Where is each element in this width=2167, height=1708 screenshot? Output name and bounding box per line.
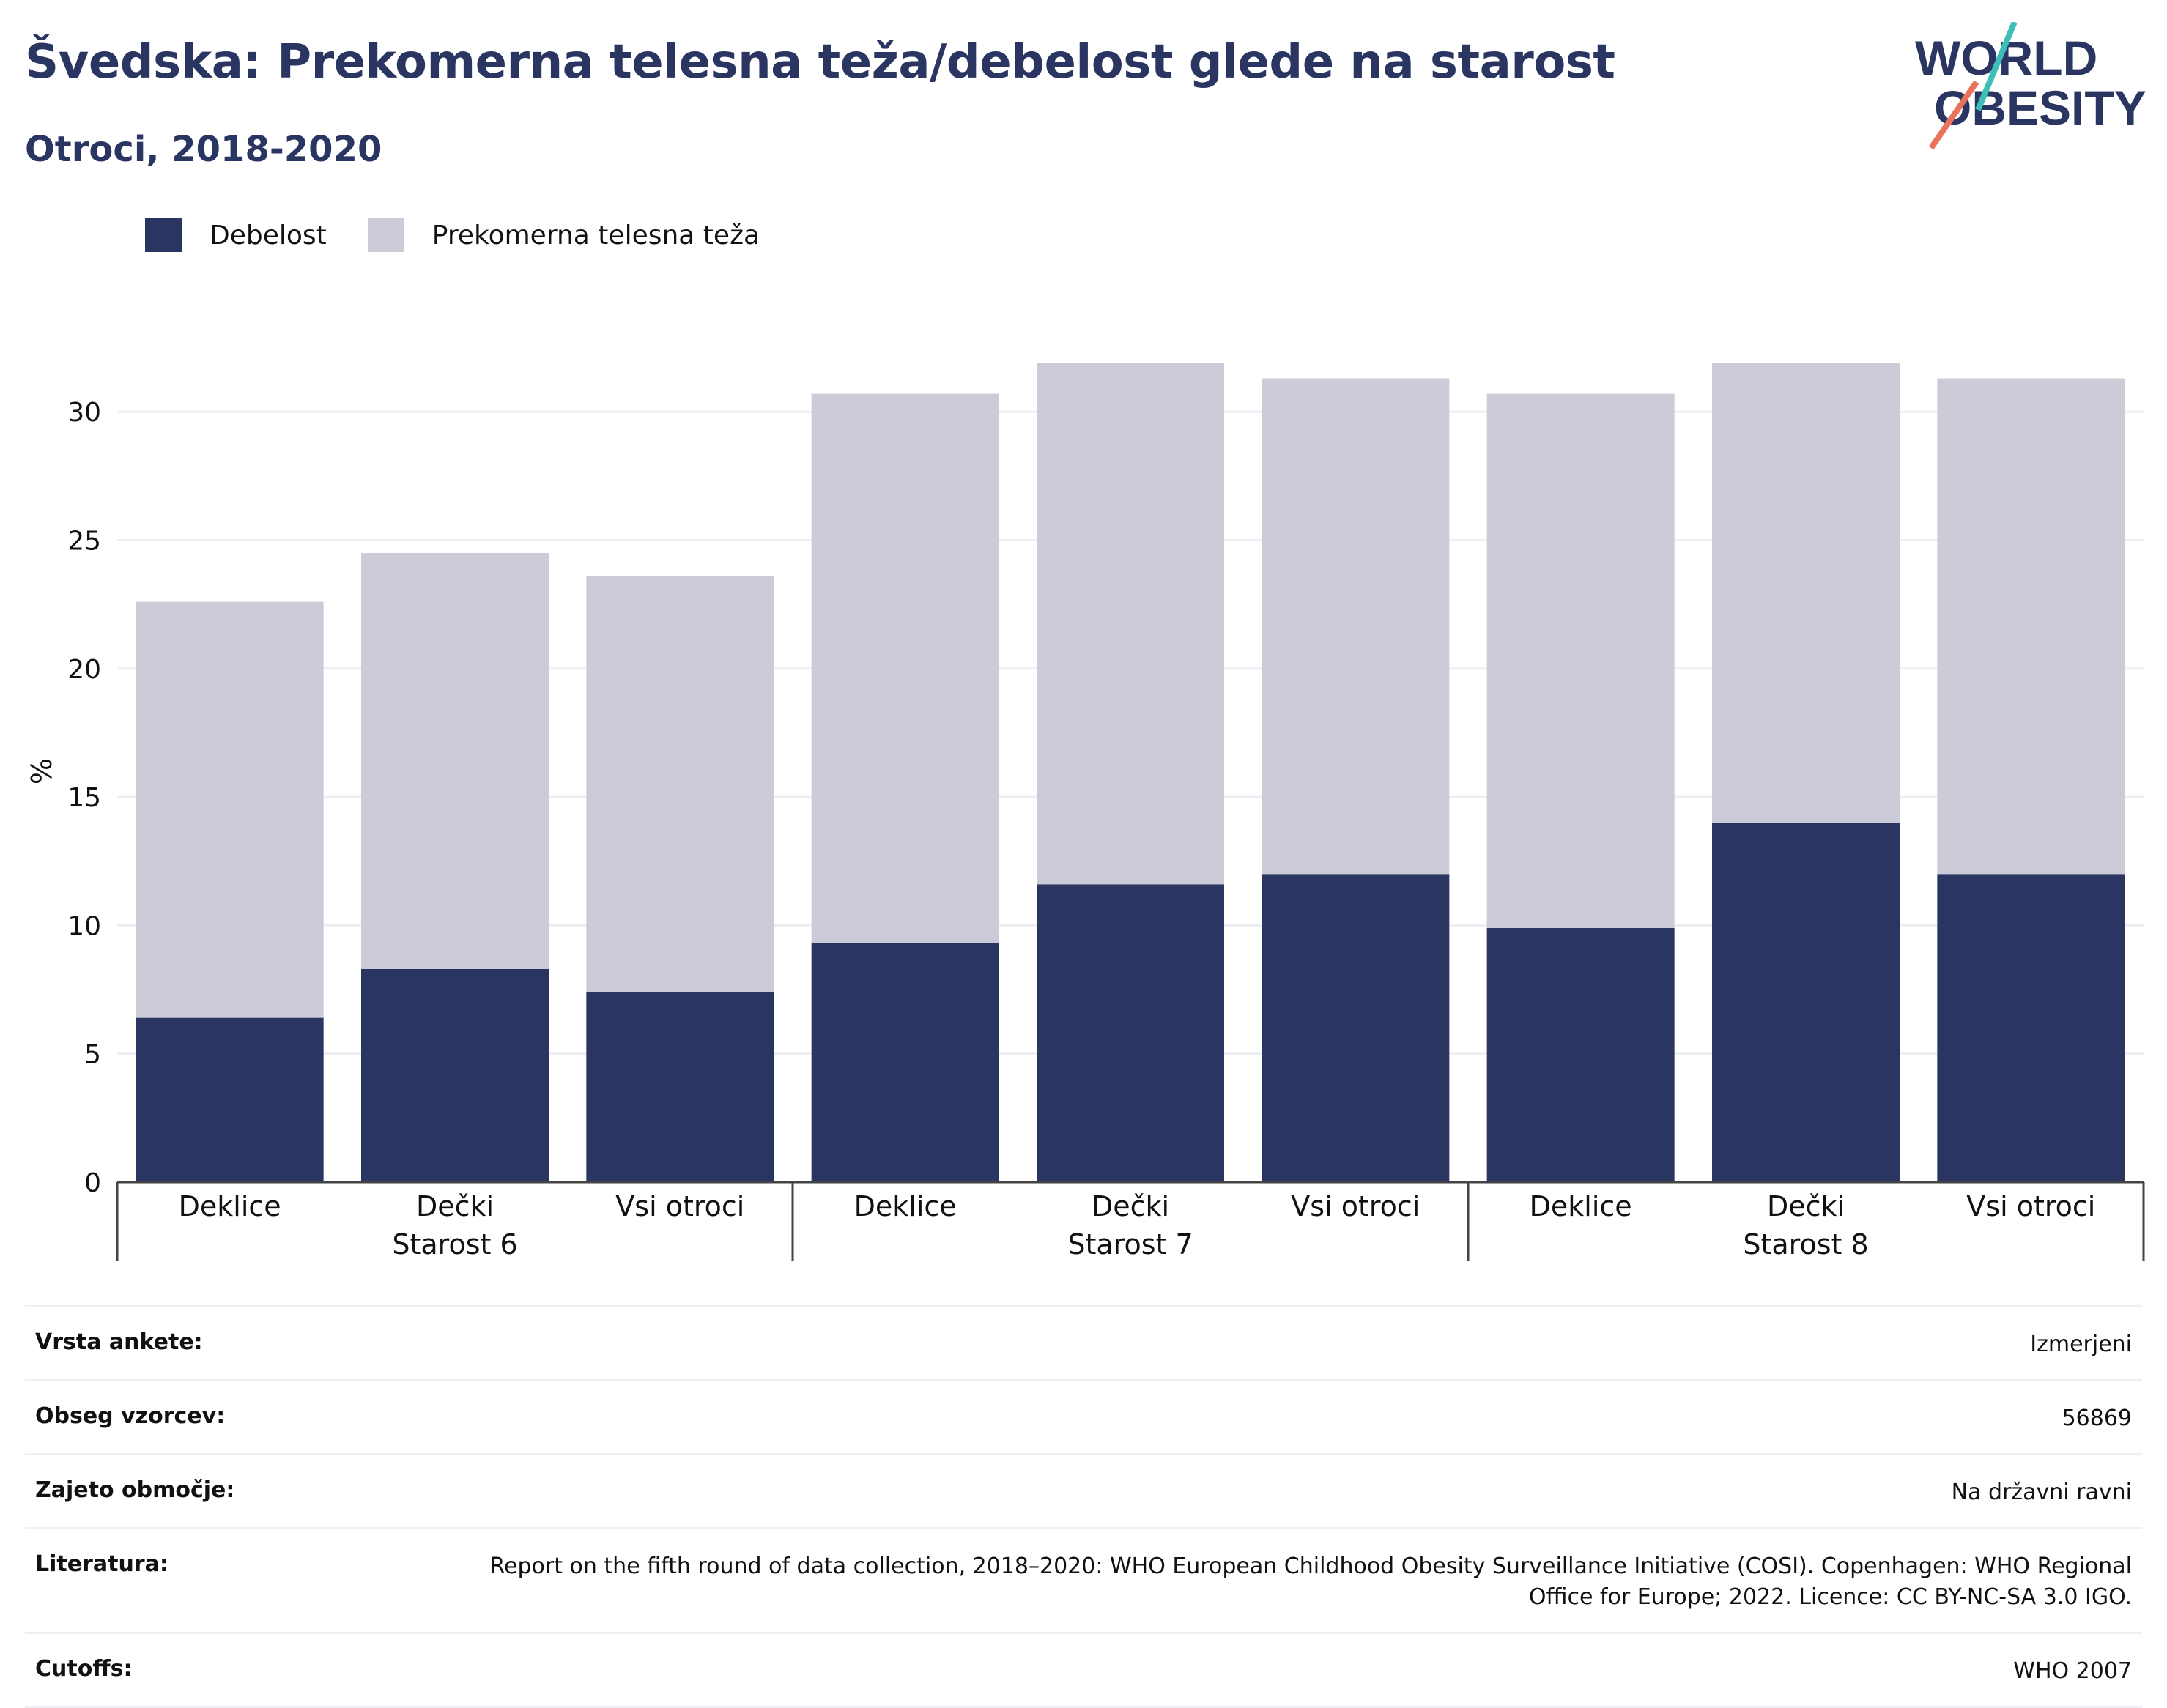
- x-group-label: Starost 8: [1743, 1228, 1868, 1260]
- bar-obesity: [361, 968, 549, 1182]
- info-row-reference: Literatura: Report on the fifth round of…: [25, 1527, 2142, 1632]
- stacked-bar-chart: 0 5 10 15 20 25 30% Deklice Dečki Vsi otroci Dekli…: [26, 363, 2145, 1261]
- y-tick-label: 25: [67, 526, 101, 556]
- bar-obesity: [811, 943, 999, 1182]
- y-tick-label: 15: [67, 783, 101, 813]
- x-category-label: Deklice: [854, 1190, 957, 1222]
- info-row-coverage: Zajeto območje: Na državni ravni: [25, 1453, 2142, 1527]
- chart-subtitle: Otroci, 2018-2020: [25, 129, 382, 170]
- info-key: Vrsta ankete:: [35, 1329, 203, 1355]
- x-category-label: Dečki: [1092, 1190, 1169, 1222]
- info-value: Na državni ravni: [1951, 1479, 2132, 1505]
- x-category-label: Deklice: [179, 1190, 281, 1222]
- bar-overweight: [136, 601, 324, 1018]
- bar-obesity: [1486, 927, 1675, 1182]
- bar-overweight: [811, 393, 999, 943]
- y-tick-label: 5: [84, 1040, 101, 1070]
- legend-swatch-obesity: [145, 218, 182, 252]
- info-row-survey-type: Vrsta ankete: Izmerjeni: [25, 1305, 2142, 1379]
- info-row-cutoffs: Cutoffs: WHO 2007: [25, 1632, 2142, 1708]
- bar-overweight: [361, 552, 549, 969]
- bar-obesity: [586, 992, 774, 1182]
- y-tick-label: 20: [67, 655, 101, 685]
- info-value: 56869: [2062, 1406, 2132, 1431]
- bar-overweight: [1037, 363, 1224, 885]
- y-tick-label: 0: [84, 1168, 101, 1198]
- bar-overweight: [586, 576, 774, 992]
- x-group-label: Starost 7: [1067, 1228, 1193, 1260]
- info-key: Obseg vzorcev:: [35, 1403, 226, 1429]
- info-key: Literatura:: [35, 1551, 168, 1577]
- y-tick-label: 30: [67, 398, 101, 428]
- x-category-label: Deklice: [1530, 1190, 1632, 1222]
- info-row-sample-size: Obseg vzorcev: 56869: [25, 1379, 2142, 1453]
- bar-obesity: [136, 1017, 324, 1182]
- legend-swatch-overweight: [367, 218, 404, 252]
- bar-obesity: [1712, 823, 1900, 1182]
- legend-item-overweight[interactable]: Prekomerna telesna teža: [367, 218, 760, 252]
- x-category-label: Vsi otroci: [1291, 1190, 1420, 1222]
- bar-overweight: [1937, 378, 2125, 875]
- info-table: Vrsta ankete: Izmerjeni Obseg vzorcev: 5…: [25, 1305, 2142, 1708]
- info-value: Report on the fifth round of data collec…: [489, 1553, 2132, 1610]
- x-category-label: Vsi otroci: [1966, 1190, 2095, 1222]
- y-axis-label: %: [26, 758, 58, 784]
- bar-overweight: [1712, 363, 1900, 823]
- logo-slash-coral: [1928, 80, 1979, 150]
- legend-label-overweight: Prekomerna telesna teža: [431, 220, 760, 250]
- x-category-label: Dečki: [1767, 1190, 1845, 1222]
- y-tick-label: 10: [67, 911, 101, 941]
- info-value: Izmerjeni: [2030, 1332, 2132, 1357]
- info-value: WHO 2007: [2013, 1658, 2132, 1684]
- bar-obesity: [1937, 874, 2125, 1182]
- bar-overweight: [1262, 378, 1450, 875]
- bar-obesity: [1262, 874, 1450, 1182]
- info-key: Zajeto območje:: [35, 1477, 235, 1503]
- x-category-label: Dečki: [416, 1190, 494, 1222]
- legend-item-obesity[interactable]: Debelost: [145, 218, 327, 252]
- chart-title: Švedska: Prekomerna telesna teža/debelos…: [25, 35, 1615, 89]
- bar-obesity: [1037, 884, 1224, 1182]
- logo-slash-teal: [1975, 22, 2018, 111]
- bar-overweight: [1486, 393, 1675, 928]
- x-group-label: Starost 6: [392, 1228, 517, 1260]
- x-category-label: Vsi otroci: [615, 1190, 744, 1222]
- legend-label-obesity: Debelost: [210, 220, 327, 250]
- legend: Debelost Prekomerna telesna teža: [145, 218, 801, 252]
- info-key: Cutoffs:: [35, 1656, 133, 1682]
- world-obesity-logo: WORLD OBESITY: [1915, 22, 2146, 150]
